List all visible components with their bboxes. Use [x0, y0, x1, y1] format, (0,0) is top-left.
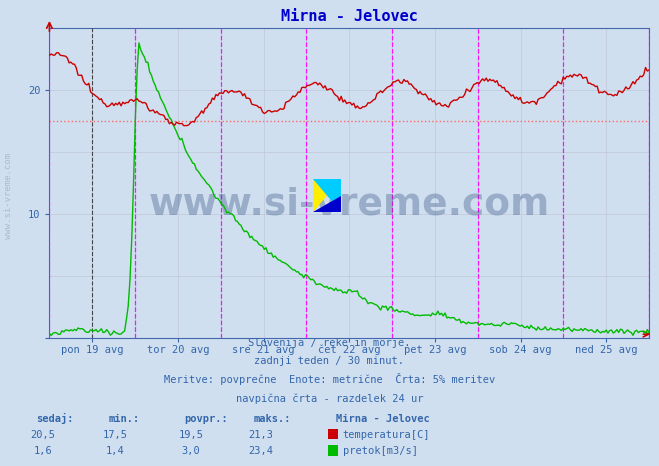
Text: zadnji teden / 30 minut.: zadnji teden / 30 minut.: [254, 356, 405, 366]
Text: povpr.:: povpr.:: [185, 414, 228, 424]
Text: Slovenija / reke in morje.: Slovenija / reke in morje.: [248, 338, 411, 348]
Text: min.:: min.:: [109, 414, 140, 424]
Text: www.si-vreme.com: www.si-vreme.com: [149, 186, 550, 223]
Text: 1,4: 1,4: [106, 446, 125, 456]
Text: 17,5: 17,5: [103, 430, 128, 440]
Text: 21,3: 21,3: [248, 430, 273, 440]
Text: temperatura[C]: temperatura[C]: [343, 430, 430, 440]
Polygon shape: [313, 196, 341, 212]
Text: 23,4: 23,4: [248, 446, 273, 456]
Text: Meritve: povprečne  Enote: metrične  Črta: 5% meritev: Meritve: povprečne Enote: metrične Črta:…: [164, 373, 495, 385]
Text: navpična črta - razdelek 24 ur: navpična črta - razdelek 24 ur: [236, 393, 423, 404]
Text: 3,0: 3,0: [182, 446, 200, 456]
Text: sedaj:: sedaj:: [36, 413, 74, 424]
Title: Mirna - Jelovec: Mirna - Jelovec: [281, 9, 418, 24]
Text: 19,5: 19,5: [179, 430, 204, 440]
Text: www.si-vreme.com: www.si-vreme.com: [4, 153, 13, 239]
Text: 1,6: 1,6: [34, 446, 52, 456]
Text: 20,5: 20,5: [30, 430, 55, 440]
Polygon shape: [313, 179, 341, 212]
Text: maks.:: maks.:: [254, 414, 291, 424]
Polygon shape: [313, 179, 341, 212]
Text: Mirna - Jelovec: Mirna - Jelovec: [336, 414, 430, 424]
Text: pretok[m3/s]: pretok[m3/s]: [343, 446, 418, 456]
